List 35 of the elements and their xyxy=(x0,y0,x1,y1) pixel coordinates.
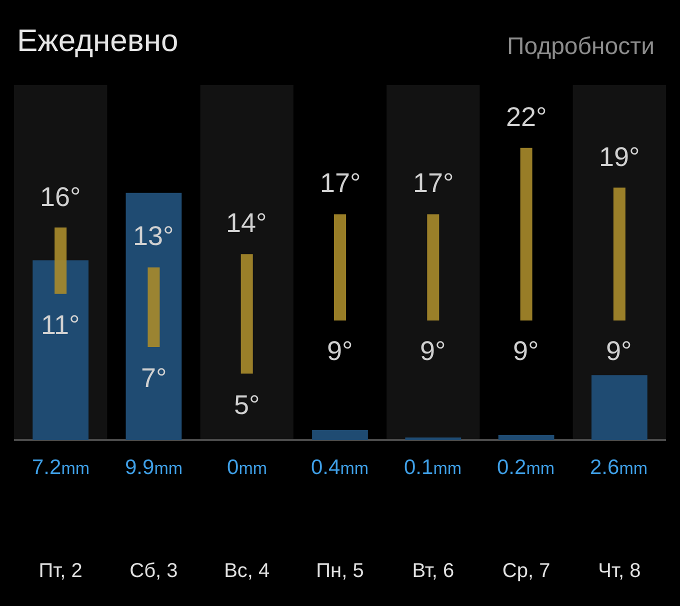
data-label: 16° xyxy=(40,182,81,212)
x-tick-label: Сб, 3 xyxy=(130,560,178,582)
data-label: 2.6mm xyxy=(590,456,648,479)
data-label: 22° xyxy=(506,102,547,132)
bar xyxy=(312,430,368,440)
bar xyxy=(126,192,182,440)
data-label: 7° xyxy=(141,363,167,393)
text: Подробности xyxy=(507,33,655,60)
bar xyxy=(591,375,648,440)
bar xyxy=(498,435,554,440)
bar xyxy=(32,260,89,440)
data-label: 13° xyxy=(133,221,174,251)
data-label: 9° xyxy=(327,336,353,366)
x-tick-label: Ср, 7 xyxy=(502,560,550,582)
data-label: 14° xyxy=(226,208,267,238)
data-label: 9.9mm xyxy=(125,456,183,479)
data-label: 11° xyxy=(41,310,80,340)
data-label: 17° xyxy=(413,168,454,198)
x-tick-label: Пт, 2 xyxy=(38,560,82,582)
data-label: 17° xyxy=(320,168,361,198)
x-tick-label: Вт, 6 xyxy=(412,560,454,582)
data-label: 0mm xyxy=(227,456,268,479)
chart-title: Ежедневно xyxy=(17,22,178,58)
x-tick-label: Пн, 5 xyxy=(316,560,364,582)
data-label: 0.4mm xyxy=(311,456,369,479)
data-label: 9° xyxy=(606,336,632,366)
x-tick-label: Чт, 8 xyxy=(598,560,641,582)
data-label: 9° xyxy=(513,336,539,366)
x-tick-label: Вс, 4 xyxy=(224,560,270,582)
data-label: 7.2mm xyxy=(32,456,90,479)
data-label: 9° xyxy=(420,336,446,366)
data-label: 19° xyxy=(599,142,640,172)
data-label: 0.2mm xyxy=(497,456,555,479)
data-label: 5° xyxy=(234,390,260,420)
data-label: 0.1mm xyxy=(404,456,462,479)
